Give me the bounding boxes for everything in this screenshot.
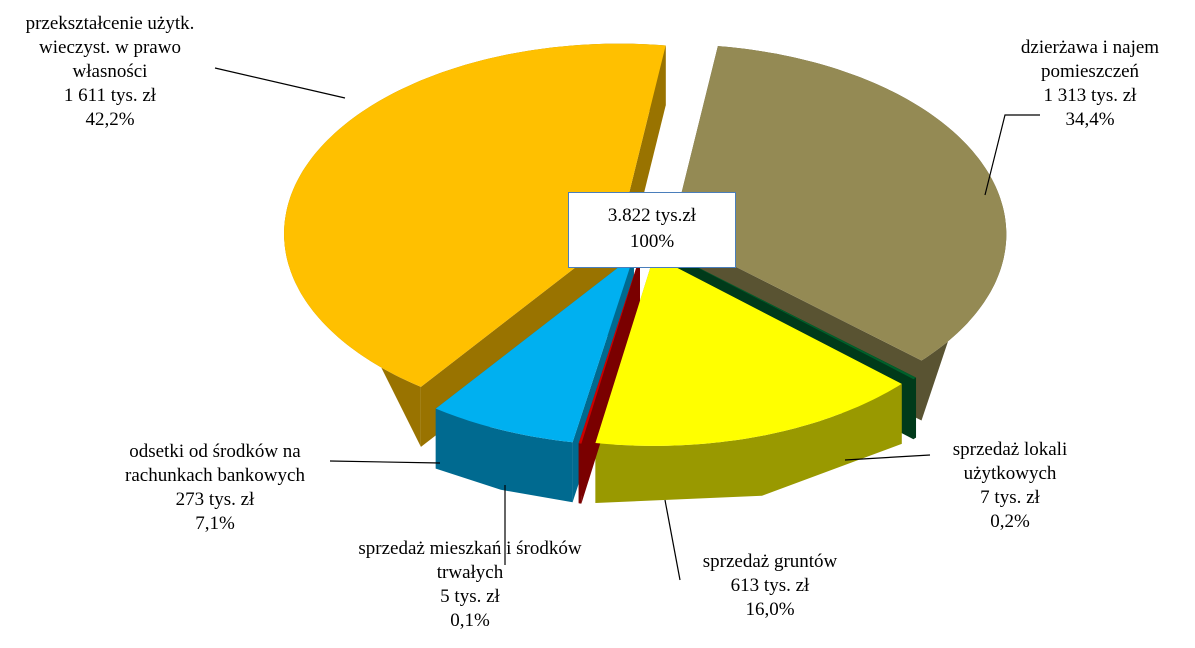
leader-line: [329, 460, 441, 464]
percent-label: 7,1%: [195, 513, 235, 534]
slice: [595, 255, 902, 446]
slice: [578, 256, 640, 444]
slice-side: [578, 256, 640, 504]
slice-label: dzierżawa i najem pomieszczeń 1 313 tys. …: [1005, 36, 1175, 132]
value-label: 1 611 tys. zł: [63, 85, 157, 106]
slice-label: odsetki od środków na rachunkach bankowy…: [105, 440, 325, 536]
slice-wall: [913, 377, 916, 440]
slice: [671, 46, 1007, 361]
slice: [435, 255, 634, 443]
slice-label: przekształcenie użytk. wieczyst. w prawo…: [10, 12, 210, 132]
slice-label: sprzedaż gruntów 613 tys. zł 16,0%: [670, 550, 870, 622]
percent-label: 42,2%: [85, 109, 135, 130]
slice-wall: [595, 383, 902, 503]
leader-line: [984, 114, 1040, 196]
category: przekształcenie użytk. wieczyst. w prawo…: [25, 13, 195, 82]
slice: [284, 43, 666, 387]
leader-line: [844, 454, 931, 461]
value-label: 1 313 tys. zł: [1043, 85, 1137, 106]
leader-line: [214, 67, 346, 99]
percent-label: 0,1%: [450, 610, 490, 631]
leader-line: [664, 499, 681, 581]
category: odsetki od środków na rachunkach bankowy…: [125, 441, 305, 486]
slice: [665, 251, 916, 380]
value-label: 613 tys. zł: [730, 575, 810, 596]
total-label: 3.822 tys.zł: [607, 205, 697, 226]
total-percent: 100%: [629, 231, 675, 252]
percent-label: 34,4%: [1065, 109, 1115, 130]
value-label: 7 tys. zł: [980, 487, 1040, 508]
slice-label: sprzedaż lokali użytkowych 7 tys. zł 0,2%: [930, 438, 1090, 534]
percent-label: 16,0%: [745, 599, 795, 620]
category: sprzedaż gruntów: [702, 551, 838, 572]
category: dzierżawa i najem pomieszczeń: [1020, 37, 1160, 82]
slice-wall: [435, 408, 573, 503]
category: sprzedaż lokali użytkowych: [952, 439, 1068, 484]
value-label: 273 tys. zł: [175, 489, 255, 510]
slice-wall: [578, 443, 582, 504]
slice-label: sprzedaż mieszkań i środków trwałych 5 ty…: [355, 537, 585, 633]
category: sprzedaż mieszkań i środków trwałych: [358, 538, 582, 583]
value-label: 5 tys. zł: [440, 586, 500, 607]
total-box: 3.822 tys.zł 100%: [568, 192, 736, 268]
percent-label: 0,2%: [990, 511, 1030, 532]
